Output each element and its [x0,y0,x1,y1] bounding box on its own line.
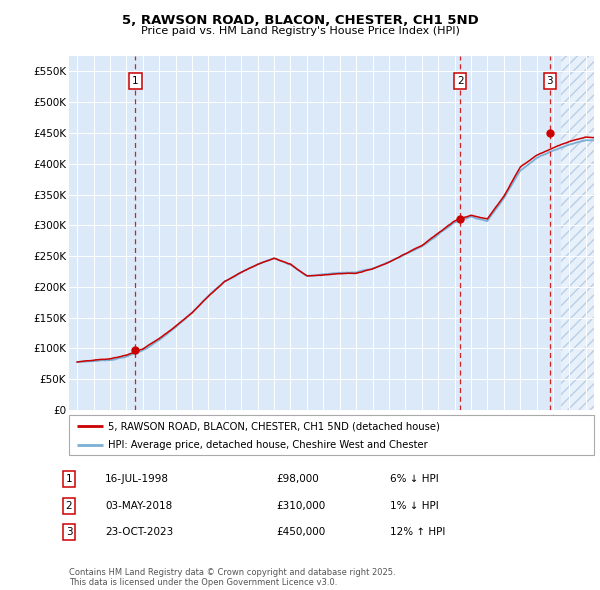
Text: 1: 1 [132,76,139,86]
Text: 16-JUL-1998: 16-JUL-1998 [105,474,169,484]
Text: 6% ↓ HPI: 6% ↓ HPI [390,474,439,484]
Text: Contains HM Land Registry data © Crown copyright and database right 2025.
This d: Contains HM Land Registry data © Crown c… [69,568,395,587]
Text: 2: 2 [457,76,463,86]
Text: 1% ↓ HPI: 1% ↓ HPI [390,501,439,510]
Text: £98,000: £98,000 [276,474,319,484]
Text: 2: 2 [65,501,73,510]
Text: 5, RAWSON ROAD, BLACON, CHESTER, CH1 5ND: 5, RAWSON ROAD, BLACON, CHESTER, CH1 5ND [122,14,478,27]
Text: 23-OCT-2023: 23-OCT-2023 [105,527,173,537]
Text: £310,000: £310,000 [276,501,325,510]
Text: HPI: Average price, detached house, Cheshire West and Chester: HPI: Average price, detached house, Ches… [109,440,428,450]
Text: 5, RAWSON ROAD, BLACON, CHESTER, CH1 5ND (detached house): 5, RAWSON ROAD, BLACON, CHESTER, CH1 5ND… [109,421,440,431]
Text: 3: 3 [547,76,553,86]
Text: 3: 3 [65,527,73,537]
Text: 03-MAY-2018: 03-MAY-2018 [105,501,172,510]
Text: £450,000: £450,000 [276,527,325,537]
Text: 1: 1 [65,474,73,484]
Polygon shape [561,56,594,410]
Text: Price paid vs. HM Land Registry's House Price Index (HPI): Price paid vs. HM Land Registry's House … [140,26,460,35]
FancyBboxPatch shape [69,415,594,455]
Text: 12% ↑ HPI: 12% ↑ HPI [390,527,445,537]
